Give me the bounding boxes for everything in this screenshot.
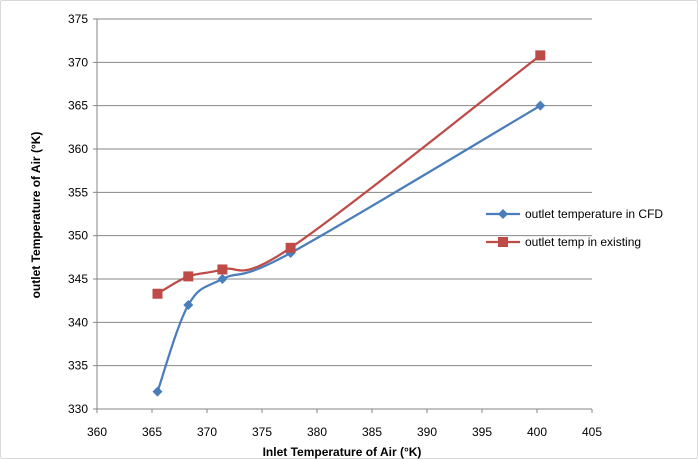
x-tick-label-365: 365: [142, 425, 162, 439]
y-tick-label-365: 365: [68, 99, 88, 113]
x-tick-labels: 360 365 370 375 380 385 390 395 400 405: [87, 425, 602, 439]
y-tick-label-360: 360: [68, 142, 88, 156]
x-tick-label-370: 370: [197, 425, 217, 439]
series-1: [152, 100, 546, 397]
series-1-point-1: [152, 386, 163, 397]
series-2: [152, 50, 546, 299]
y-tick-label-340: 340: [68, 315, 88, 329]
x-axis-title: Inlet Temperature of Air (°K): [263, 445, 422, 459]
legend: outlet temperature in CFD outlet temp in …: [486, 207, 663, 249]
series-2-point-4: [285, 242, 296, 253]
series-1-point-3: [217, 274, 228, 284]
y-tick-labels: 330 335 340 345 350 355 360 365 370 375: [68, 12, 88, 416]
y-tick-label-330: 330: [68, 402, 88, 416]
series-2-point-2: [183, 271, 194, 282]
x-tick-label-390: 390: [417, 425, 437, 439]
x-tick-label-375: 375: [252, 425, 272, 439]
legend-marker-2: [498, 237, 508, 247]
x-tick-label-380: 380: [307, 425, 327, 439]
series-layer: [152, 50, 546, 397]
series-1-point-2: [183, 300, 194, 310]
legend-label-1: outlet temperature in CFD: [525, 207, 663, 221]
legend-label-2: outlet temp in existing: [525, 235, 641, 249]
x-tick-label-360: 360: [87, 425, 107, 439]
y-tick-label-335: 335: [68, 359, 88, 373]
x-tick-label-400: 400: [527, 425, 547, 439]
y-tick-label-370: 370: [68, 55, 88, 69]
series-2-point-3: [217, 264, 228, 275]
legend-marker-1: [498, 209, 508, 219]
x-tick-label-405: 405: [582, 425, 602, 439]
x-tick-label-395: 395: [472, 425, 492, 439]
y-tick-label-350: 350: [68, 229, 88, 243]
series-2-point-1: [152, 288, 163, 299]
y-axis-title: outlet Temperature of Air (°K): [29, 132, 43, 299]
series-2-point-5: [535, 50, 546, 61]
series-line-1: [156, 104, 541, 393]
y-tick-label-355: 355: [68, 185, 88, 199]
axes: [93, 18, 593, 413]
x-tick-label-385: 385: [362, 425, 382, 439]
y-tick-label-345: 345: [68, 272, 88, 286]
gridlines: [97, 18, 592, 367]
y-tick-label-375: 375: [68, 12, 88, 26]
series-line-2: [156, 54, 541, 295]
series-1-point-5: [535, 100, 546, 111]
